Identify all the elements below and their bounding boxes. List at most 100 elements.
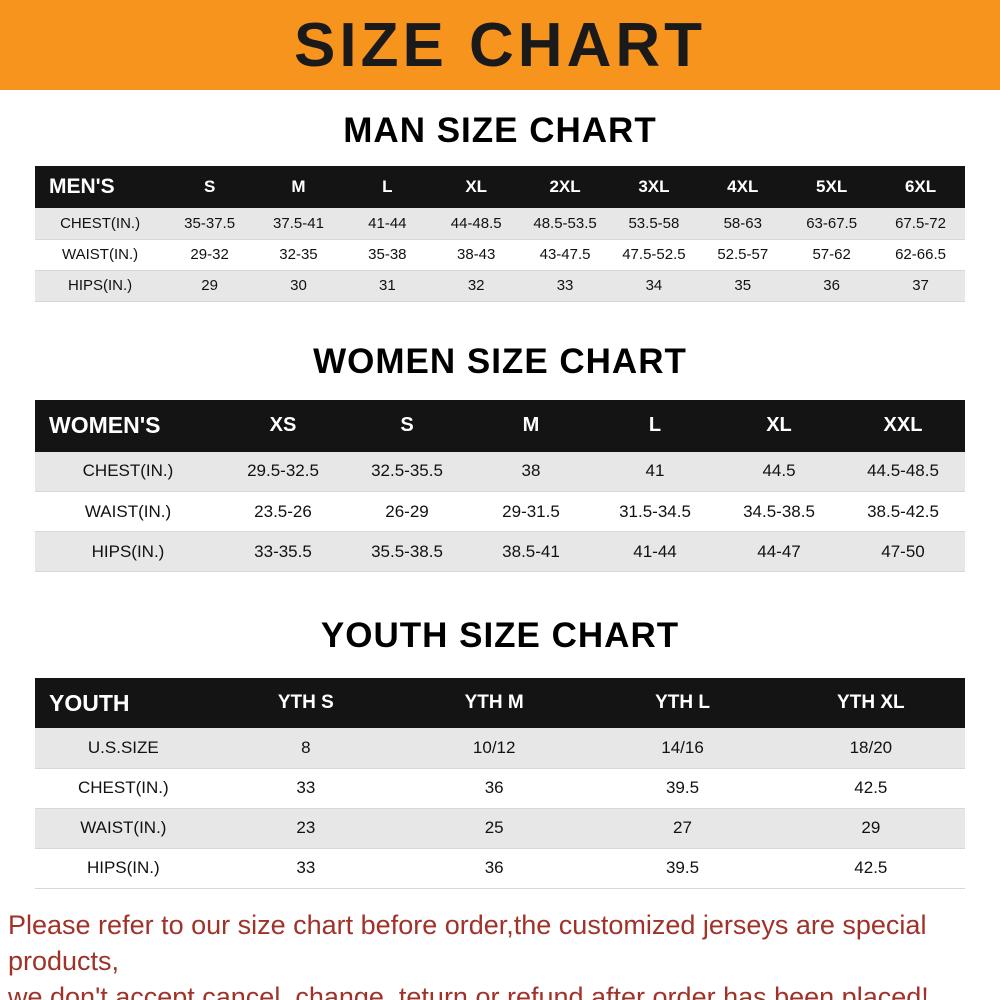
cell-value: 29 xyxy=(165,270,255,302)
cell-value: 36 xyxy=(787,270,877,302)
row-label: CHEST(IN.) xyxy=(35,451,221,492)
cell-value: 44-48.5 xyxy=(431,208,521,240)
cell-value: 48.5-53.5 xyxy=(520,208,610,240)
table-corner-header: WOMEN'S xyxy=(35,399,221,452)
column-header: 2XL xyxy=(520,166,610,208)
row-label: U.S.SIZE xyxy=(35,728,212,769)
column-header: YTH S xyxy=(211,678,401,728)
cell-value: 58-63 xyxy=(698,208,788,240)
cell-value: 57-62 xyxy=(787,239,877,271)
row-label: WAIST(IN.) xyxy=(35,808,212,849)
row-label: WAIST(IN.) xyxy=(35,491,221,532)
cell-value: 39.5 xyxy=(588,768,777,809)
cell-value: 36 xyxy=(400,768,589,809)
column-header: YTH L xyxy=(588,678,777,728)
column-header: M xyxy=(469,399,593,452)
cell-value: 34 xyxy=(609,270,699,302)
cell-value: 18/20 xyxy=(776,728,965,769)
cell-value: 14/16 xyxy=(588,728,777,769)
header-row: YOUTH YTH S YTH M YTH L YTH XL xyxy=(35,678,965,728)
cell-value: 39.5 xyxy=(588,848,777,889)
cell-value: 67.5-72 xyxy=(876,208,965,240)
men-section: MAN SIZE CHART MEN'S S M L XL 2XL 3XL 4XL 5XL 6XL… xyxy=(0,111,1000,302)
row-label: CHEST(IN.) xyxy=(35,768,212,809)
cell-value: 25 xyxy=(400,808,589,849)
table-row: WAIST(IN.) 23.5-26 26-29 29-31.5 31.5-34.5 34… xyxy=(35,491,965,532)
cell-value: 35-38 xyxy=(342,239,432,271)
cell-value: 41-44 xyxy=(593,531,717,572)
banner: SIZE CHART xyxy=(0,0,1000,90)
women-size-chart-heading: WOMEN SIZE CHART xyxy=(313,341,687,381)
column-header: XXL xyxy=(841,399,965,452)
cell-value: 42.5 xyxy=(776,848,965,889)
cell-value: 30 xyxy=(254,270,343,302)
column-header: L xyxy=(342,166,432,208)
cell-value: 63-67.5 xyxy=(787,208,877,240)
cell-value: 33-35.5 xyxy=(221,531,345,572)
cell-value: 36 xyxy=(400,848,589,889)
column-header: 5XL xyxy=(787,166,877,208)
cell-value: 23.5-26 xyxy=(221,491,345,532)
table-row: U.S.SIZE 8 10/12 14/16 18/20 xyxy=(35,728,965,769)
banner-title: SIZE CHART xyxy=(294,10,706,80)
table-row: HIPS(IN.) 33 36 39.5 42.5 xyxy=(35,848,965,889)
cell-value: 42.5 xyxy=(776,768,965,809)
cell-value: 38.5-42.5 xyxy=(841,491,965,532)
cell-value: 33 xyxy=(520,270,610,302)
womens-size-table: WOMEN'S XS S M L XL XXL CHEST(IN.) 29.5-32.5 32.5… xyxy=(35,399,965,572)
column-header: S xyxy=(345,399,469,452)
youth-size-chart-heading: YOUTH SIZE CHART xyxy=(320,616,680,655)
row-label: CHEST(IN.) xyxy=(35,208,166,240)
cell-value: 35-37.5 xyxy=(165,208,255,240)
column-header: L xyxy=(593,399,717,452)
cell-value: 37 xyxy=(876,270,965,302)
cell-value: 38 xyxy=(469,451,593,492)
cell-value: 32.5-35.5 xyxy=(345,451,469,492)
cell-value: 47.5-52.5 xyxy=(609,239,699,271)
row-label: HIPS(IN.) xyxy=(35,848,212,889)
mens-size-table: MEN'S S M L XL 2XL 3XL 4XL 5XL 6XL CHEST(IN.) 35-37… xyxy=(35,166,965,302)
cell-value: 38.5-41 xyxy=(469,531,593,572)
cell-value: 34.5-38.5 xyxy=(717,491,841,532)
order-notice: Please refer to our size chart before or… xyxy=(0,907,1000,1000)
column-header: 3XL xyxy=(609,166,699,208)
table-row: HIPS(IN.) 33-35.5 35.5-38.5 38.5-41 41-44 44-… xyxy=(35,531,965,572)
cell-value: 8 xyxy=(211,728,401,769)
table-row: WAIST(IN.) 23 25 27 29 xyxy=(35,808,965,849)
cell-value: 29-32 xyxy=(165,239,255,271)
cell-value: 31.5-34.5 xyxy=(593,491,717,532)
youth-section: YOUTH SIZE CHART YOUTH YTH S YTH M YTH L YTH… xyxy=(0,616,1000,889)
table-row: HIPS(IN.) 29 30 31 32 33 34 35 36 37 xyxy=(35,270,965,302)
column-header: XL xyxy=(431,166,521,208)
cell-value: 29-31.5 xyxy=(469,491,593,532)
cell-value: 44.5-48.5 xyxy=(841,451,965,492)
table-corner-header: YOUTH xyxy=(35,678,212,728)
table-row: CHEST(IN.) 33 36 39.5 42.5 xyxy=(35,768,965,809)
cell-value: 35.5-38.5 xyxy=(345,531,469,572)
cell-value: 33 xyxy=(211,768,401,809)
cell-value: 26-29 xyxy=(345,491,469,532)
cell-value: 29 xyxy=(776,808,965,849)
cell-value: 44-47 xyxy=(717,531,841,572)
cell-value: 41-44 xyxy=(342,208,432,240)
cell-value: 32-35 xyxy=(254,239,343,271)
table-row: WAIST(IN.) 29-32 32-35 35-38 38-43 43-47.5 47.… xyxy=(35,239,965,271)
table-row: CHEST(IN.) 29.5-32.5 32.5-35.5 38 41 44.5 44.5… xyxy=(35,451,965,492)
cell-value: 35 xyxy=(698,270,788,302)
cell-value: 53.5-58 xyxy=(609,208,699,240)
notice-line-1: Please refer to our size chart before or… xyxy=(8,909,927,976)
cell-value: 47-50 xyxy=(841,531,965,572)
table-row: CHEST(IN.) 35-37.5 37.5-41 41-44 44-48.5 48.5… xyxy=(35,208,965,240)
header-row: WOMEN'S XS S M L XL XXL xyxy=(35,399,965,452)
column-header: XL xyxy=(717,399,841,452)
column-header: YTH XL xyxy=(776,678,965,728)
cell-value: 41 xyxy=(593,451,717,492)
cell-value: 32 xyxy=(431,270,521,302)
column-header: M xyxy=(254,166,343,208)
column-header: XS xyxy=(221,399,345,452)
cell-value: 31 xyxy=(342,270,432,302)
cell-value: 62-66.5 xyxy=(876,239,965,271)
cell-value: 38-43 xyxy=(431,239,521,271)
men-size-chart-heading: MAN SIZE CHART xyxy=(343,111,657,150)
